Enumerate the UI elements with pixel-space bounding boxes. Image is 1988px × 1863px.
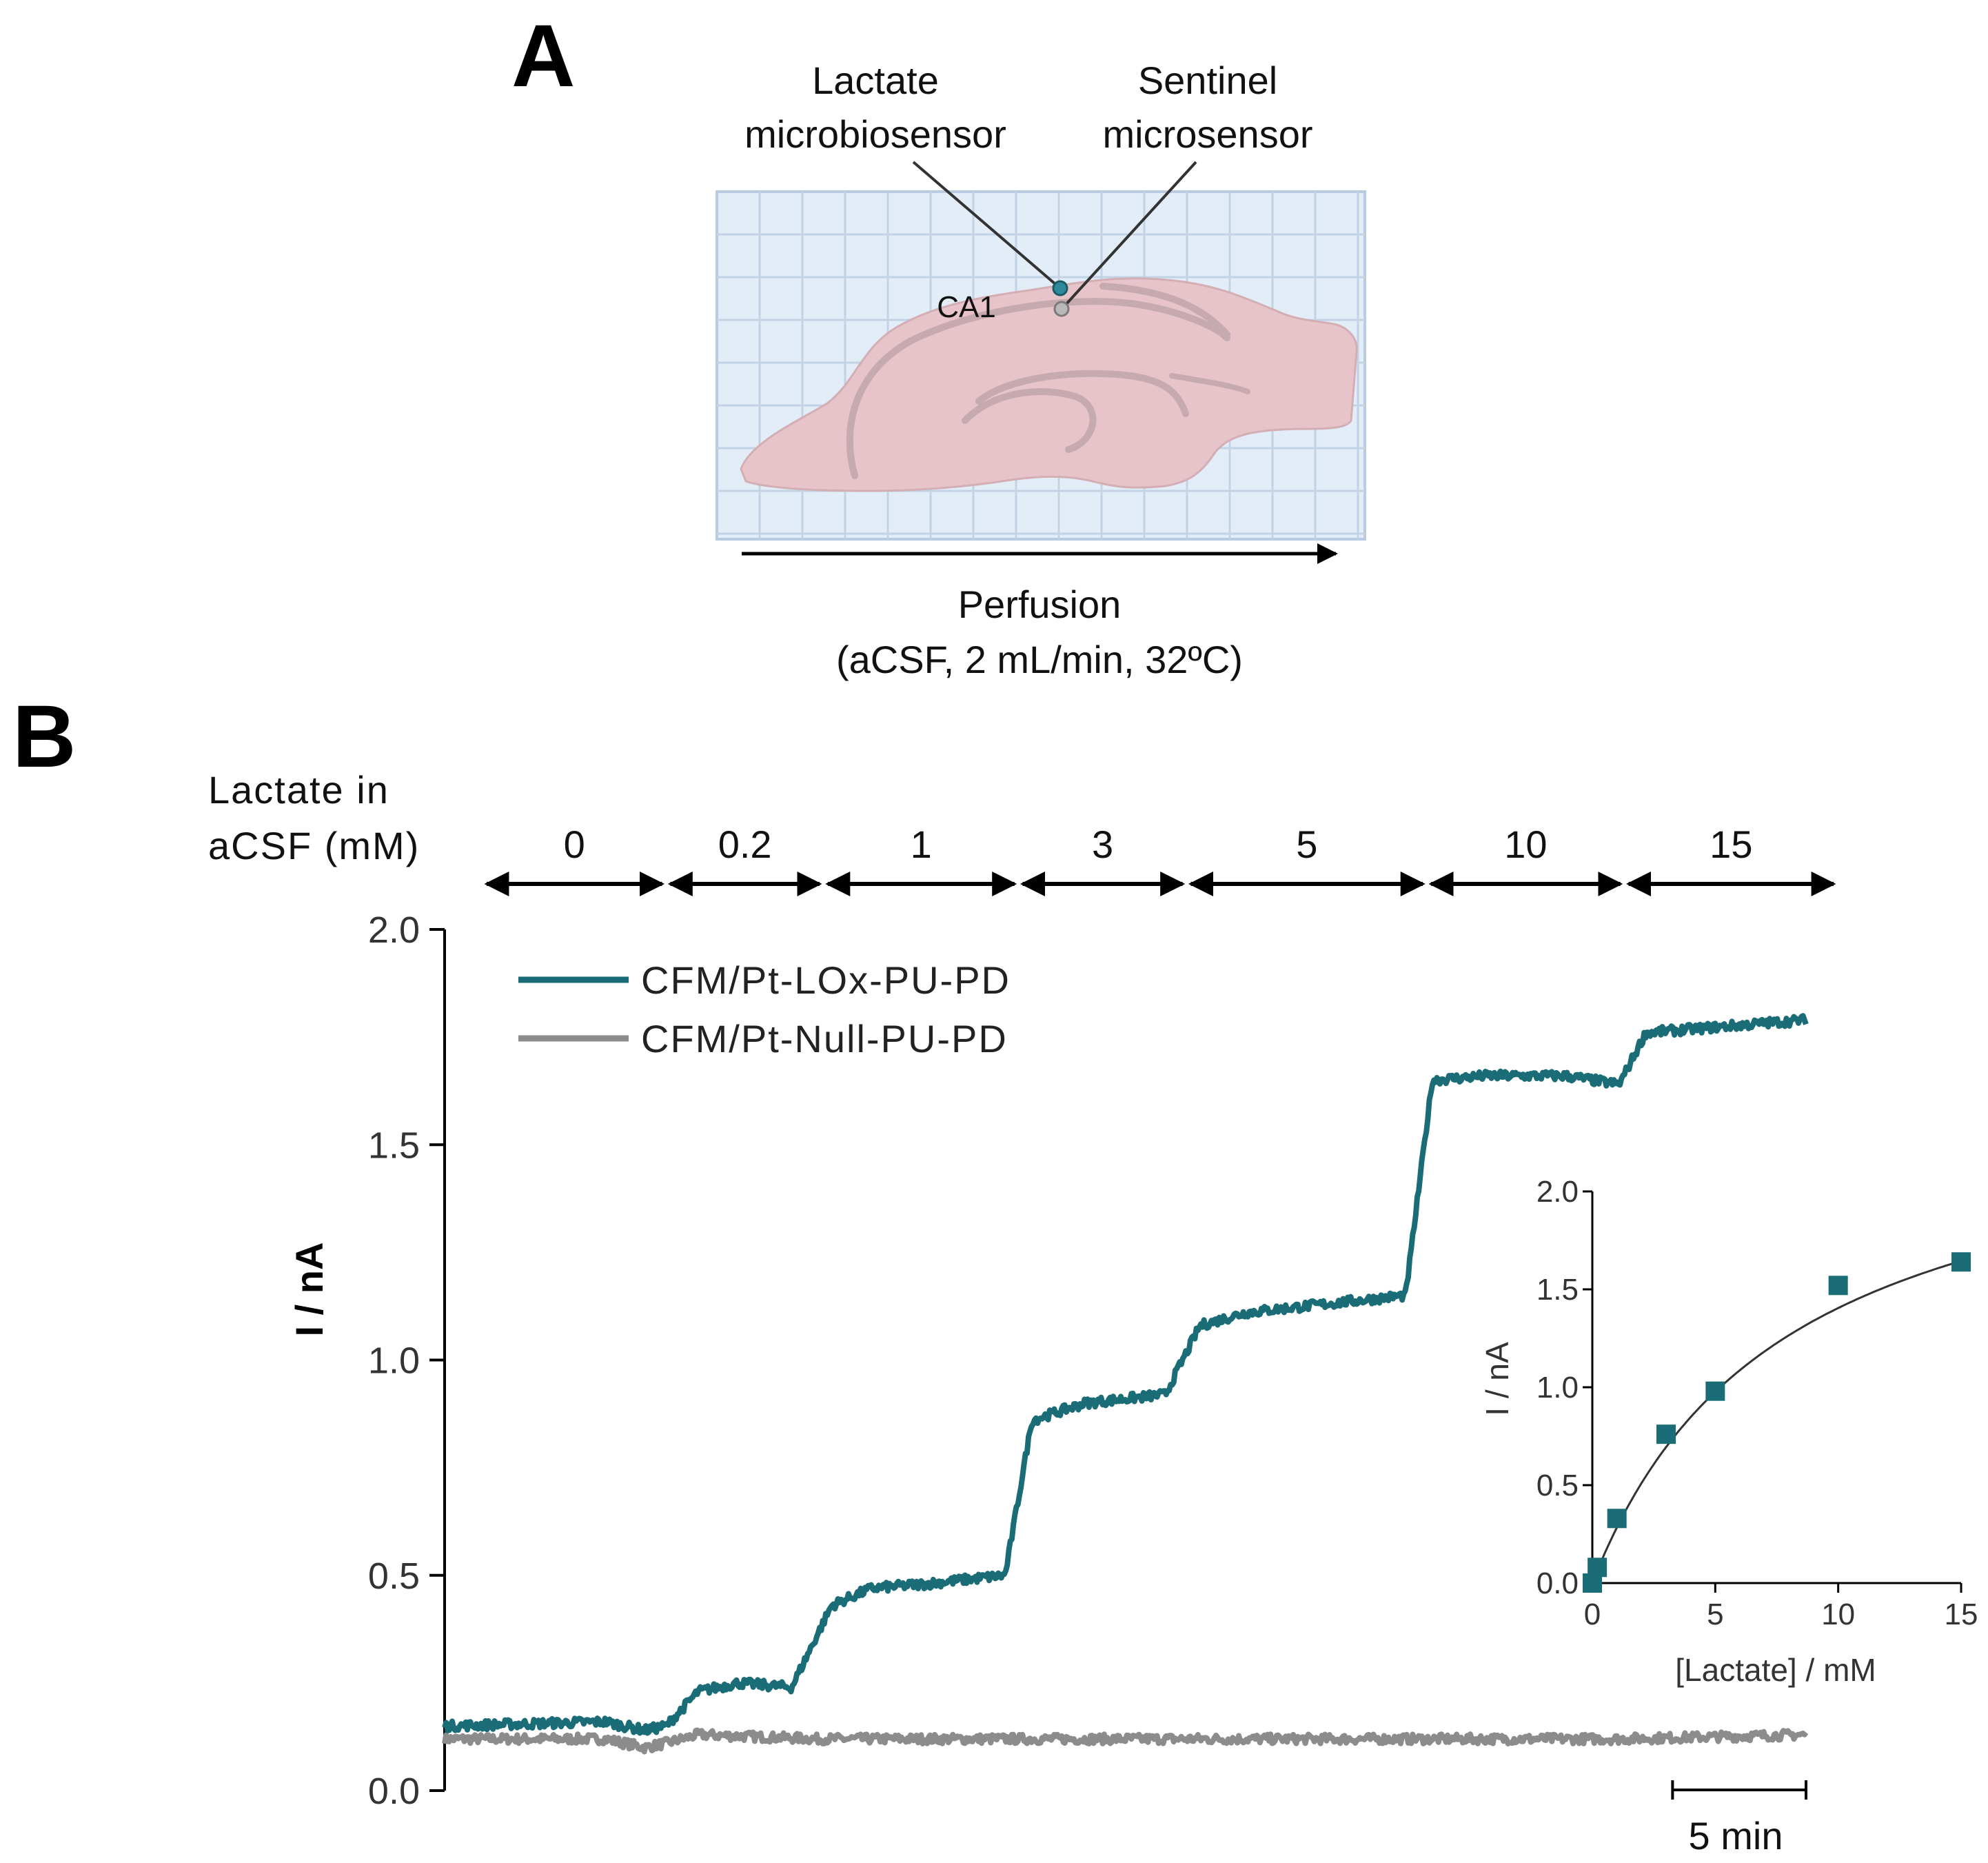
time-scale-bar	[1671, 1780, 1807, 1800]
lactate-concentration-label-line2: aCSF (mM)	[208, 824, 420, 867]
main-y-axis-label: I / nA	[287, 1242, 331, 1337]
main-y-tick-label: 1.5	[368, 1125, 420, 1166]
trace-lox	[442, 1013, 1809, 1736]
perfusion-label-line2: (aCSF, 2 mL/min, 32ºC)	[836, 638, 1243, 681]
panel-a-letter: A	[511, 7, 575, 105]
inset-x-axis-label: [Lactate] / mM	[1675, 1652, 1876, 1688]
panel-b-letter: B	[12, 687, 76, 786]
ca1-region-label: CA1	[937, 290, 996, 324]
inset-data-point	[1588, 1558, 1607, 1578]
sentinel-sensor-label-line2: microsensor	[1103, 112, 1313, 156]
main-y-tick-label: 1.0	[368, 1340, 420, 1382]
main-chart-traces	[442, 1013, 1809, 1755]
main-y-tick-label: 0.5	[368, 1555, 420, 1597]
inset-data-point	[1705, 1381, 1725, 1401]
inset-y-tick-label: 0.0	[1536, 1567, 1579, 1600]
time-scale-bar-label: 5 min	[1689, 1814, 1783, 1857]
panel-b: B Lactate in aCSF (mM) 0 0.2 1 3 5 10 15 0.00.…	[12, 687, 1978, 1857]
inset-data-point	[1607, 1509, 1627, 1529]
legend: CFM/Pt-LOx-PU-PD CFM/Pt-Null-PU-PD	[518, 958, 1011, 1060]
inset-data-point	[1951, 1252, 1971, 1272]
inset-y-tick-label: 2.0	[1536, 1175, 1579, 1209]
hippocampal-slice	[740, 277, 1358, 492]
inset-y-tick-label: 1.0	[1536, 1371, 1579, 1404]
main-chart-axes: 0.0 0.5 1.0 1.5 2.0	[368, 909, 446, 1812]
panel-a: A Lactate microbiosensor Sentinel micros…	[511, 7, 1366, 681]
sentinel-sensor-tip	[1053, 301, 1070, 317]
main-y-tick-label: 0.0	[368, 1771, 420, 1812]
inset-data-point	[1656, 1424, 1676, 1444]
segment-label: 1	[911, 823, 932, 866]
segment-label: 0.2	[718, 823, 772, 866]
trace-null	[442, 1727, 1809, 1755]
main-y-tick-label: 2.0	[368, 909, 420, 951]
legend-label-null: CFM/Pt-Null-PU-PD	[641, 1017, 1008, 1060]
perfusion-label-line1: Perfusion	[958, 583, 1122, 626]
inset-x-tick-label: 0	[1584, 1598, 1601, 1631]
sentinel-sensor-label-line1: Sentinel	[1138, 59, 1277, 102]
inset-fit-curve	[1591, 1260, 1962, 1584]
sentinel-sensor-lead	[1064, 161, 1197, 307]
calibration-inset: 0.0 0.5 1.0 1.5 2.0 0 5 10 15	[1536, 1175, 1978, 1631]
lactate-sensor-label-line1: Lactate	[812, 59, 939, 102]
lactate-sensor-label-line2: microbiosensor	[744, 112, 1006, 156]
segment-label: 15	[1710, 823, 1752, 866]
inset-x-tick-label: 5	[1707, 1598, 1723, 1631]
inset-x-tick-label: 10	[1821, 1598, 1855, 1631]
inset-y-axis-label: I / nA	[1479, 1342, 1515, 1416]
lactate-sensor-lead	[912, 161, 1062, 290]
inset-y-tick-label: 0.5	[1536, 1469, 1579, 1502]
legend-label-lox: CFM/Pt-LOx-PU-PD	[641, 958, 1011, 1002]
inset-y-tick-label: 1.5	[1536, 1273, 1579, 1307]
inset-x-tick-label: 15	[1945, 1598, 1978, 1631]
segment-label: 3	[1092, 823, 1113, 866]
inset-data-point	[1828, 1276, 1848, 1296]
concentration-segments: 0 0.2 1 3 5 10 15	[484, 823, 1836, 896]
segment-label: 10	[1504, 823, 1547, 866]
lactate-concentration-label-line1: Lactate in	[208, 768, 389, 812]
lactate-sensor-tip	[1052, 280, 1068, 296]
segment-label: 5	[1296, 823, 1317, 866]
segment-label: 0	[564, 823, 585, 866]
